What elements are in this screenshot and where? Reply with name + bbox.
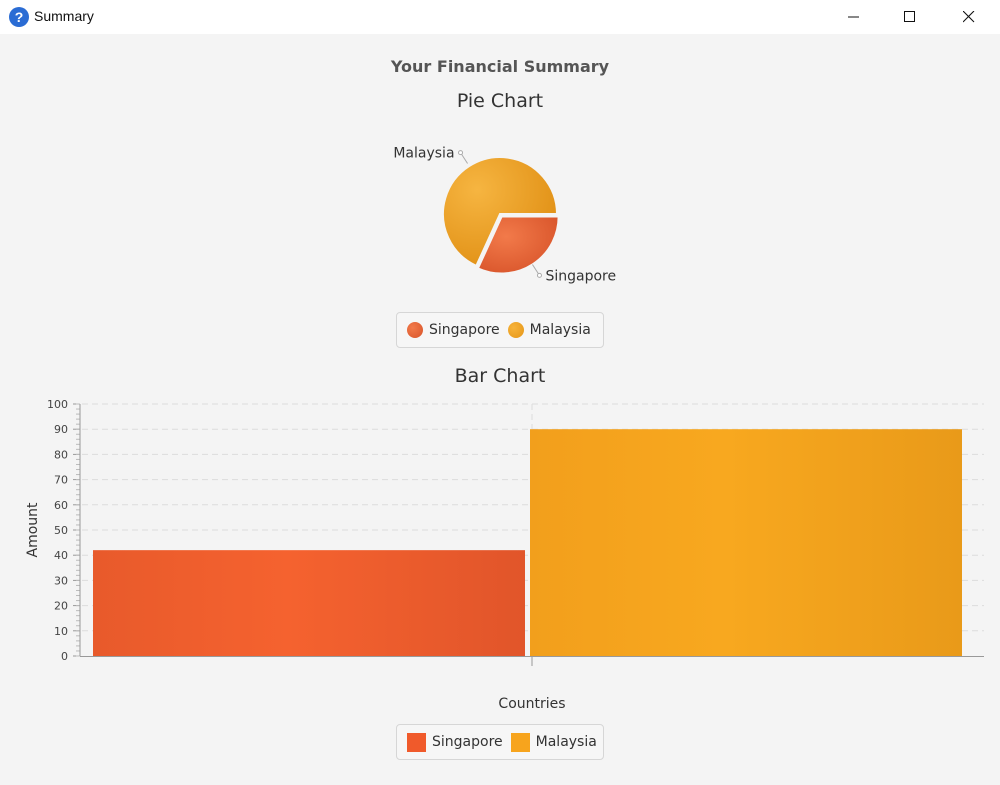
minimize-icon	[848, 16, 859, 18]
y-axis-label: Amount	[25, 502, 41, 558]
window-title: Summary	[34, 8, 94, 24]
maximize-button[interactable]	[887, 0, 933, 34]
bar-legend: Singapore Malaysia	[396, 724, 604, 760]
y-tick-label: 40	[54, 549, 68, 562]
pie-legend-label: Singapore	[429, 322, 500, 338]
y-tick-label: 60	[54, 499, 68, 512]
bar-legend-item-singapore: Singapore	[407, 732, 503, 752]
y-tick-label: 10	[54, 625, 68, 638]
malaysia-legend-dot	[507, 322, 524, 338]
pie-chart: Singapore Malaysia	[393, 146, 616, 285]
bar-legend-label: Malaysia	[535, 734, 597, 750]
page-title: Your Financial Summary	[390, 57, 610, 76]
pie-leader-dot	[536, 272, 542, 278]
pie-legend: Singapore Malaysia	[396, 312, 604, 348]
y-tick-label: 80	[54, 448, 68, 461]
bar-malaysia	[530, 429, 962, 656]
singapore-legend-dot	[407, 322, 423, 338]
bar-chart-title: Bar Chart	[454, 365, 546, 387]
pie-legend-item-singapore: Singapore	[407, 322, 500, 338]
y-tick-label: 0	[61, 650, 68, 663]
bar-chart: 0 10 20 30 40 50 60 70 80 90 100 Amount Countries	[25, 398, 984, 712]
y-tick-label: 90	[54, 423, 68, 436]
pie-leader-dot	[458, 150, 464, 156]
pie-chart-title: Pie Chart	[456, 90, 544, 112]
close-icon	[963, 11, 975, 23]
y-tick-label: 50	[54, 524, 68, 537]
x-axis-label: Countries	[498, 696, 565, 712]
bar-legend-label: Singapore	[432, 734, 503, 750]
bar-singapore	[93, 550, 525, 656]
bar-legend-item-malaysia: Malaysia	[510, 732, 597, 752]
summary-content: Your Financial Summary Pie Chart Singapo…	[0, 34, 1000, 785]
y-tick-label: 30	[54, 574, 68, 587]
singapore-legend-square	[407, 732, 426, 752]
y-tick-label: 20	[54, 600, 68, 613]
pie-legend-item-malaysia: Malaysia	[507, 322, 591, 338]
malaysia-legend-square	[510, 732, 530, 752]
title-bar: ? Summary	[0, 0, 1000, 34]
pie-slice-singapore	[476, 215, 560, 275]
pie-slice-label: Malaysia	[393, 146, 454, 162]
y-tick-label: 70	[54, 474, 68, 487]
pie-slice-label: Singapore	[545, 268, 616, 284]
close-button[interactable]	[946, 0, 992, 34]
minimize-button[interactable]	[831, 0, 877, 34]
pie-slice-malaysia	[442, 156, 559, 268]
pie-legend-label: Malaysia	[529, 322, 591, 338]
maximize-icon	[904, 11, 915, 22]
y-tick-label: 100	[47, 398, 68, 411]
question-mark-icon: ?	[9, 7, 29, 27]
